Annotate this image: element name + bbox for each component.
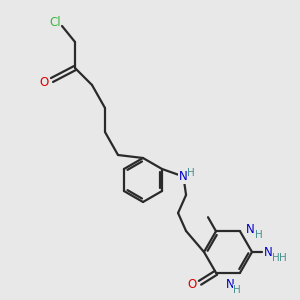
Text: H: H: [187, 168, 195, 178]
Text: N: N: [179, 170, 188, 184]
Text: H: H: [255, 230, 263, 240]
Text: N: N: [246, 223, 254, 236]
Text: Cl: Cl: [49, 16, 61, 28]
Text: O: O: [39, 76, 49, 88]
Text: N: N: [264, 245, 272, 259]
Text: H: H: [279, 253, 287, 263]
Text: O: O: [188, 278, 196, 291]
Text: H: H: [272, 253, 280, 263]
Text: H: H: [233, 285, 241, 295]
Text: N: N: [226, 278, 234, 291]
